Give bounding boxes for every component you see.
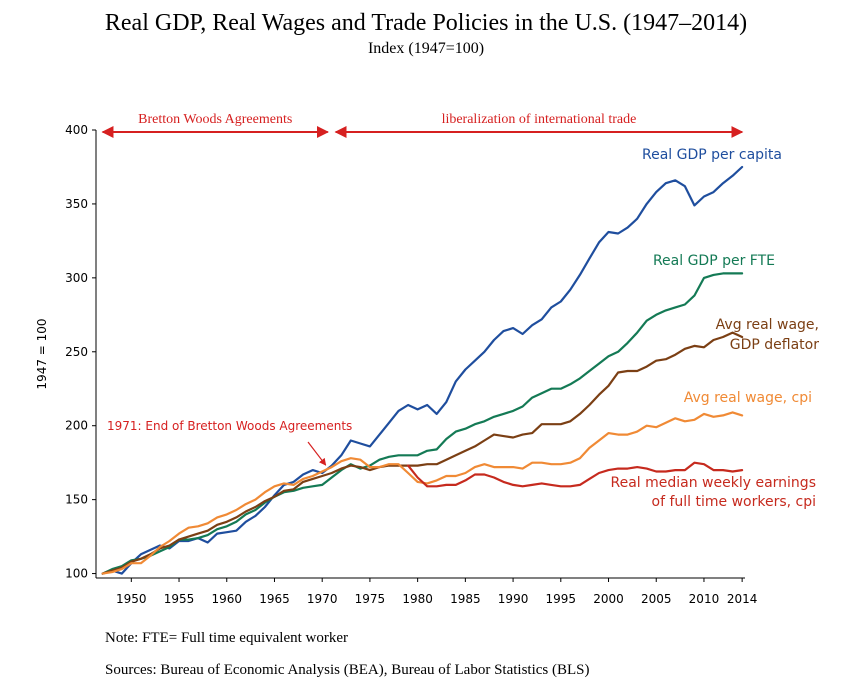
series-label-wage_deflator: GDP deflator <box>730 337 819 353</box>
period-markers: Bretton Woods Agreements liberalization o… <box>101 112 744 138</box>
y-tick-label: 300 <box>65 271 88 285</box>
footnote-fte: Note: FTE= Full time equivalent worker <box>105 630 348 646</box>
x-tick-label: 1965 <box>259 592 290 606</box>
series-label-wage_cpi: Avg real wage, cpi <box>684 390 812 406</box>
x-tick-label: 2000 <box>593 592 624 606</box>
x-tick-label: 1970 <box>307 592 338 606</box>
x-tick-label: 2010 <box>689 592 720 606</box>
annotation-text: 1971: End of Bretton Woods Agreements <box>107 419 352 433</box>
period-label: Bretton Woods Agreements <box>138 112 292 127</box>
series-line-gdp_per_capita <box>101 165 744 575</box>
y-tick-label: 200 <box>65 419 88 433</box>
x-tick-label: 2014 <box>727 592 758 606</box>
line-chart: 100 150 200 250 300 350 400 1950 1955 1960 1965 197… <box>35 112 820 606</box>
chart-title: Real GDP, Real Wages and Trade Policies … <box>104 10 748 36</box>
series-line-median_earnings <box>407 461 744 488</box>
y-tick-label: 100 <box>65 567 88 581</box>
x-tick-label: 1975 <box>355 592 386 606</box>
x-tick-label: 1990 <box>498 592 529 606</box>
y-tick-label: 250 <box>65 345 88 359</box>
x-tick-label: 1955 <box>164 592 195 606</box>
series-line-wage_deflator <box>101 331 744 575</box>
series-label-gdp_per_capita: Real GDP per capita <box>642 147 782 163</box>
y-tick-label: 150 <box>65 493 88 507</box>
y-tick-label: 350 <box>65 197 88 211</box>
axes: 100 150 200 250 300 350 400 1950 1955 1960 1965 197… <box>35 123 757 606</box>
period-label: liberalization of international trade <box>442 112 637 127</box>
x-tick-label: 1985 <box>450 592 481 606</box>
series-label-median_earnings: of full time workers, cpi <box>652 494 816 510</box>
annotation-group: 1971: End of Bretton Woods Agreements <box>107 419 352 466</box>
x-tick-label: 2005 <box>641 592 672 606</box>
sources-note: Sources: Bureau of Economic Analysis (BE… <box>105 662 590 678</box>
series-lines <box>101 165 744 575</box>
y-axis-title: 1947 = 100 <box>35 318 49 389</box>
x-tick-label: 1980 <box>402 592 433 606</box>
series-line-gdp_per_fte <box>101 272 744 575</box>
x-tick-label: 1995 <box>546 592 577 606</box>
series-label-wage_deflator: Avg real wage, <box>716 317 819 333</box>
series-line-wage_cpi <box>101 411 744 575</box>
x-tick-label: 1960 <box>211 592 242 606</box>
annotation-arrow <box>307 441 327 466</box>
x-tick-label: 1950 <box>116 592 147 606</box>
chart-subtitle: Index (1947=100) <box>367 40 485 57</box>
y-tick-label: 400 <box>65 123 88 137</box>
series-labels: Real GDP per capita Real GDP per FTE Avg r… <box>611 147 820 510</box>
series-label-gdp_per_fte: Real GDP per FTE <box>653 253 775 269</box>
series-label-median_earnings: Real median weekly earnings <box>611 475 817 491</box>
